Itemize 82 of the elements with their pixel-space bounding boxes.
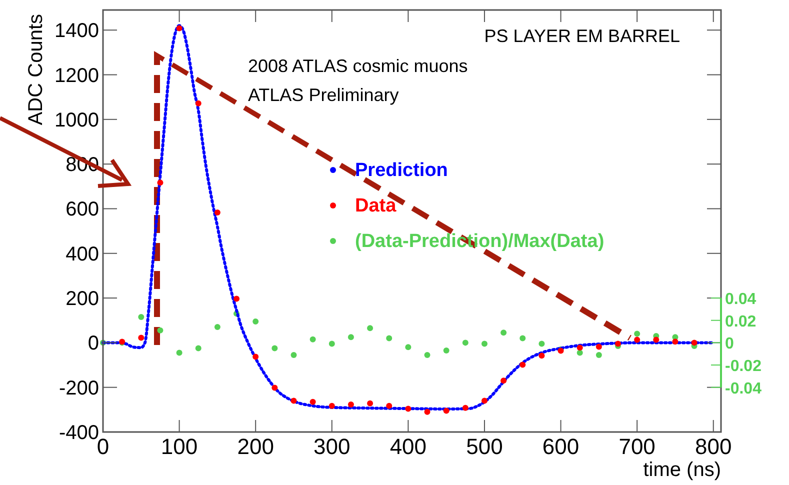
point bbox=[520, 335, 526, 342]
point bbox=[576, 350, 583, 356]
y-tick-label: 1200 bbox=[54, 64, 99, 87]
point bbox=[195, 345, 202, 352]
y-tick-label: 400 bbox=[66, 243, 99, 266]
point bbox=[615, 340, 621, 347]
point bbox=[500, 378, 507, 384]
point bbox=[310, 398, 316, 405]
x-tick-label: 300 bbox=[314, 434, 350, 459]
point bbox=[195, 100, 202, 106]
legend-label: Prediction bbox=[355, 160, 448, 181]
point bbox=[328, 340, 335, 347]
y-tick-label: 200 bbox=[66, 288, 99, 310]
point bbox=[500, 330, 507, 336]
x-tick-label: 100 bbox=[160, 434, 198, 459]
y2-tick-label: 0.04 bbox=[725, 291, 756, 308]
point bbox=[386, 335, 392, 342]
point bbox=[653, 336, 660, 343]
point bbox=[481, 340, 488, 347]
point bbox=[367, 400, 374, 406]
x-axis-title: time (ns) bbox=[643, 459, 721, 481]
x-tick-label: 400 bbox=[390, 434, 427, 459]
y2-tick-label: -0.02 bbox=[725, 358, 762, 376]
point bbox=[405, 406, 412, 412]
point bbox=[424, 352, 430, 358]
point bbox=[520, 362, 526, 368]
point bbox=[176, 25, 182, 32]
annotation: PS LAYER EM BARREL bbox=[484, 26, 680, 46]
y2-tick-label: -0.04 bbox=[725, 380, 762, 398]
point bbox=[462, 340, 468, 346]
point bbox=[348, 402, 354, 408]
point bbox=[252, 354, 259, 360]
point bbox=[405, 344, 412, 350]
point bbox=[424, 408, 430, 415]
point bbox=[328, 402, 335, 409]
point bbox=[234, 296, 240, 302]
point bbox=[138, 314, 144, 320]
legend-label: Data bbox=[355, 196, 397, 216]
point bbox=[310, 336, 316, 342]
point bbox=[596, 352, 602, 358]
point bbox=[290, 398, 297, 404]
y-tick-label: -200 bbox=[58, 377, 99, 400]
y-tick-label: 1400 bbox=[54, 20, 99, 42]
point bbox=[576, 344, 583, 351]
x-tick-label: 700 bbox=[618, 434, 656, 459]
y-axis-title: ADC Counts bbox=[25, 14, 47, 126]
point bbox=[290, 352, 297, 358]
y-tick-label: 0 bbox=[88, 332, 99, 355]
point bbox=[386, 402, 392, 409]
y2-tick-label: 0 bbox=[725, 336, 734, 353]
annotation: 2008 ATLAS cosmic muons bbox=[248, 56, 468, 76]
point bbox=[596, 344, 602, 350]
point bbox=[157, 327, 164, 334]
x-tick-label: 600 bbox=[542, 434, 580, 459]
point bbox=[443, 408, 450, 414]
point bbox=[634, 336, 640, 343]
annotation: ATLAS Preliminary bbox=[248, 85, 399, 105]
point bbox=[176, 350, 182, 356]
point bbox=[538, 352, 545, 359]
point bbox=[272, 345, 278, 352]
y-tick-label: 1000 bbox=[54, 109, 99, 132]
point bbox=[443, 348, 450, 354]
point bbox=[481, 398, 488, 404]
point bbox=[252, 318, 259, 324]
point bbox=[348, 334, 354, 340]
x-tick-label: 200 bbox=[237, 434, 274, 459]
point bbox=[214, 210, 220, 216]
point bbox=[672, 338, 678, 345]
point bbox=[272, 384, 278, 391]
point bbox=[214, 324, 220, 330]
point bbox=[634, 330, 640, 337]
point bbox=[138, 334, 144, 341]
point bbox=[157, 180, 164, 186]
y-tick-label: 600 bbox=[66, 198, 99, 221]
x-tick-label: 500 bbox=[466, 434, 503, 459]
point bbox=[367, 325, 374, 332]
y2-tick-label: 0.02 bbox=[725, 313, 756, 330]
point bbox=[462, 404, 468, 411]
x-tick-label: 800 bbox=[695, 434, 732, 459]
y-tick-label: -400 bbox=[58, 422, 99, 444]
point bbox=[538, 340, 545, 347]
point bbox=[691, 340, 698, 346]
